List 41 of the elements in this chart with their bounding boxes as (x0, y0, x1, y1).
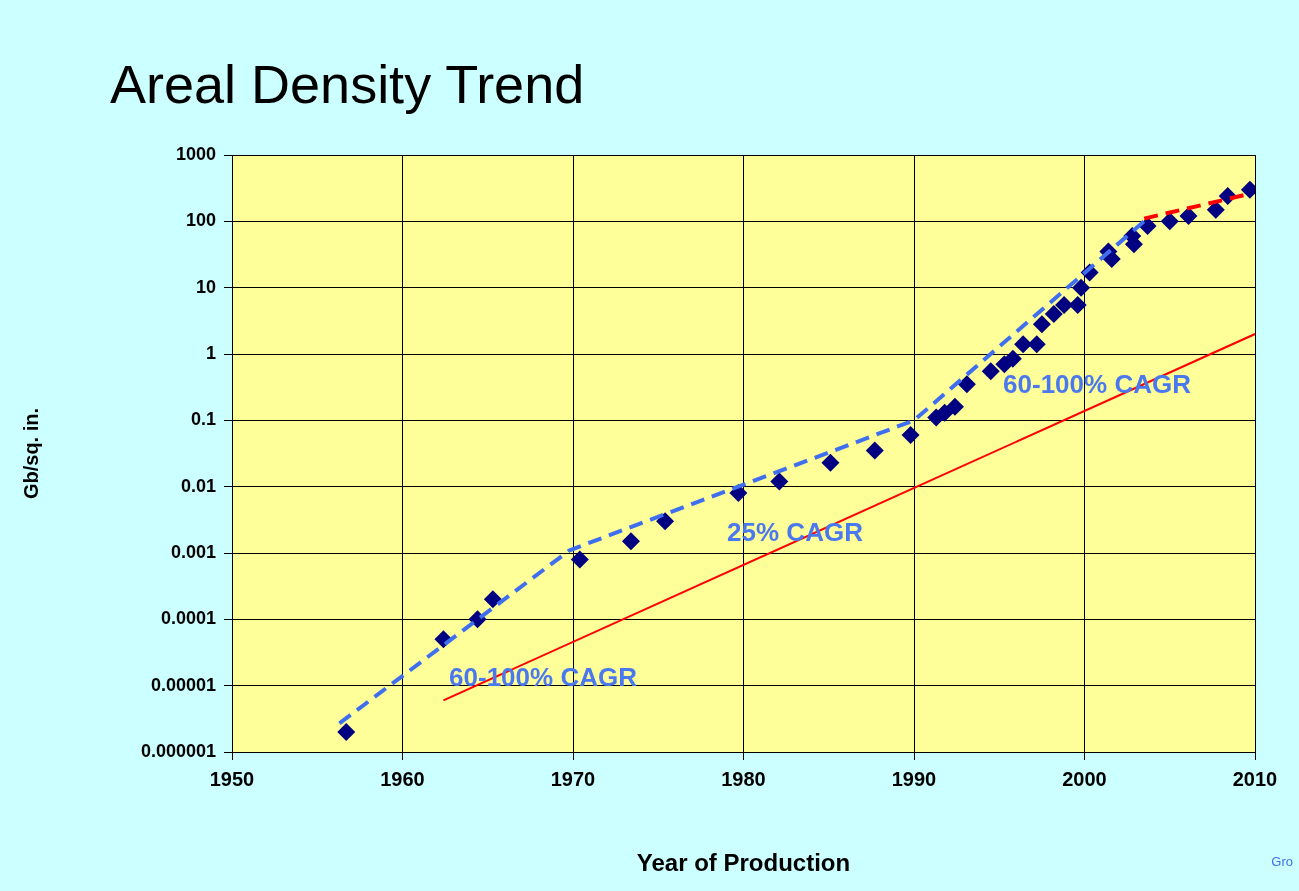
y-tick-label: 0.001 (170, 541, 216, 562)
y-axis-title: Gb/sq. in. (19, 407, 42, 500)
y-tick-label: 1 (205, 342, 216, 363)
point (1003, 349, 1022, 368)
point (621, 532, 640, 551)
point (1044, 305, 1063, 324)
point (337, 723, 356, 742)
point (865, 441, 884, 460)
point (1160, 212, 1179, 231)
point (1179, 207, 1198, 226)
point (821, 453, 840, 472)
point (656, 512, 675, 531)
point (483, 590, 502, 609)
x-tick-label: 1970 (550, 767, 596, 790)
y-tick-label: 0.0001 (160, 608, 216, 629)
text: Gro (1271, 853, 1293, 869)
y-tick-label: 10 (195, 276, 216, 297)
point (1068, 295, 1087, 314)
x-tick-label: 1980 (721, 767, 766, 790)
point (1027, 335, 1046, 354)
x-tick-label: 2000 (1062, 767, 1107, 790)
point (770, 472, 789, 491)
point (945, 397, 964, 416)
point (901, 426, 920, 445)
chart-title: Areal Density Trend (110, 54, 585, 114)
y-tick-label: 0.000001 (140, 740, 216, 761)
y-tick-label: 0.01 (180, 475, 216, 496)
y-tick-label: 1000 (175, 143, 216, 164)
point (570, 550, 589, 569)
x-tick-label: 1990 (891, 767, 937, 790)
y-tick-label: 100 (185, 210, 216, 231)
x-tick-label: 1950 (209, 767, 255, 790)
point (1072, 278, 1091, 297)
x-tick-label: 2010 (1232, 767, 1278, 790)
x-axis-title: Year of Production (636, 849, 851, 877)
x-tick-label: 1960 (380, 767, 425, 790)
y-tick-label: 0.00001 (150, 674, 216, 695)
y-tick-label: 0.1 (190, 409, 216, 430)
point (1032, 315, 1051, 334)
point (981, 362, 1000, 381)
point (957, 375, 976, 394)
